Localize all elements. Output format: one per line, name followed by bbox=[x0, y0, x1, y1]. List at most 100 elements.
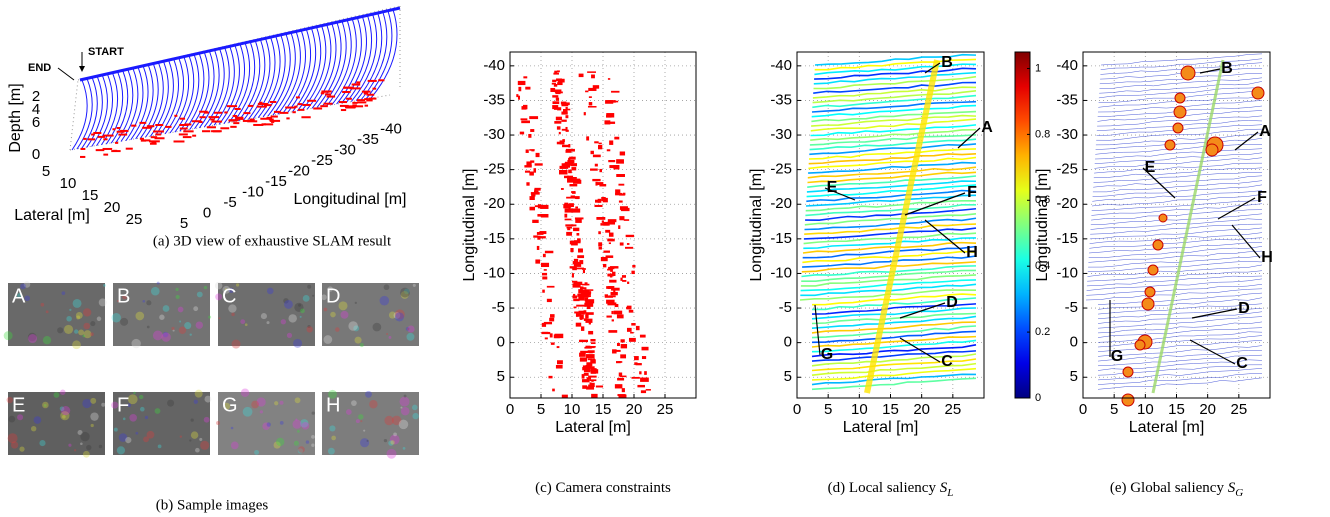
constraint bbox=[601, 220, 604, 223]
constraint bbox=[632, 264, 636, 268]
constraint bbox=[572, 283, 581, 288]
texture bbox=[69, 308, 72, 312]
trajectory bbox=[814, 53, 977, 66]
trajectory bbox=[71, 79, 88, 151]
constraint bbox=[567, 178, 576, 183]
y-tick-label: 5 bbox=[497, 368, 505, 385]
trajectory bbox=[1093, 167, 1263, 179]
constraint bbox=[585, 312, 594, 315]
constraint bbox=[521, 120, 530, 124]
trajectory bbox=[805, 199, 977, 212]
constraint bbox=[542, 331, 549, 334]
texture bbox=[189, 333, 192, 336]
constraint bbox=[352, 101, 358, 104]
constraint bbox=[346, 97, 352, 100]
constraint bbox=[590, 369, 599, 374]
constraint bbox=[534, 163, 543, 166]
trajectory bbox=[1088, 250, 1263, 263]
colorbar-tick-label: 0 bbox=[1035, 392, 1041, 404]
texture bbox=[292, 419, 302, 429]
constraint bbox=[620, 344, 628, 349]
arrow-head bbox=[79, 66, 85, 72]
texture bbox=[323, 335, 333, 344]
constraint bbox=[583, 310, 587, 314]
trajectory bbox=[811, 344, 977, 358]
y-tick-label: -35 bbox=[357, 131, 379, 148]
constraint bbox=[350, 87, 361, 90]
trajectory bbox=[811, 367, 977, 381]
y-tick-label: 0 bbox=[497, 334, 505, 351]
constraint bbox=[580, 326, 585, 331]
x-tick-label: 25 bbox=[1230, 401, 1247, 418]
constraint bbox=[249, 118, 255, 121]
constraint bbox=[645, 389, 651, 391]
z-tick-label: 2 bbox=[32, 88, 40, 105]
texture bbox=[300, 308, 305, 314]
constraint bbox=[151, 141, 157, 144]
constraint bbox=[570, 195, 576, 198]
constraint bbox=[565, 166, 569, 169]
leader bbox=[899, 302, 946, 319]
trajectory bbox=[140, 63, 159, 139]
sample-image bbox=[322, 392, 419, 455]
constraint bbox=[539, 236, 546, 239]
x-tick-label: 5 bbox=[824, 401, 832, 418]
constraint bbox=[551, 82, 556, 85]
texture bbox=[66, 315, 72, 322]
texture bbox=[298, 446, 305, 453]
trajectory bbox=[811, 350, 977, 362]
leader bbox=[899, 337, 941, 363]
texture bbox=[311, 443, 315, 447]
texture bbox=[259, 410, 263, 414]
texture bbox=[411, 404, 418, 411]
texture bbox=[140, 406, 145, 412]
trajectory bbox=[1090, 218, 1263, 230]
annotation: A bbox=[981, 119, 993, 136]
constraint bbox=[619, 151, 626, 156]
constraint bbox=[116, 130, 125, 133]
constraint bbox=[581, 289, 590, 295]
trajectory bbox=[262, 34, 286, 118]
constraint bbox=[140, 139, 147, 142]
texture bbox=[179, 320, 182, 323]
constraint bbox=[116, 127, 121, 130]
constraint bbox=[618, 225, 621, 229]
constraint bbox=[199, 120, 203, 123]
texture bbox=[214, 281, 223, 290]
trajectory bbox=[804, 217, 977, 231]
constraint bbox=[566, 231, 572, 236]
texture bbox=[386, 448, 397, 459]
constraint bbox=[578, 310, 585, 315]
trajectory bbox=[803, 232, 977, 245]
texture bbox=[167, 399, 175, 407]
constraint bbox=[615, 192, 623, 196]
texture bbox=[3, 331, 13, 341]
constraint bbox=[589, 379, 597, 382]
constraint bbox=[93, 131, 102, 134]
salient-point bbox=[1144, 286, 1156, 298]
constraint bbox=[595, 181, 598, 186]
constraint bbox=[573, 298, 580, 302]
x-axis-label: Lateral [m] bbox=[843, 419, 919, 436]
trajectory bbox=[1099, 81, 1263, 94]
texture bbox=[363, 429, 366, 432]
texture bbox=[53, 392, 60, 398]
constraint bbox=[179, 117, 186, 120]
y-tick-label: -25 bbox=[483, 161, 505, 178]
constraint bbox=[598, 246, 602, 250]
constraint bbox=[83, 137, 87, 140]
constraint bbox=[584, 346, 592, 349]
constraint bbox=[226, 105, 238, 108]
texture bbox=[120, 317, 129, 326]
texture bbox=[28, 334, 38, 344]
z-tick-label: 4 bbox=[32, 101, 40, 118]
leader bbox=[1142, 167, 1176, 199]
texture bbox=[300, 419, 309, 428]
texture bbox=[283, 298, 289, 304]
texture bbox=[351, 400, 357, 406]
constraint bbox=[575, 218, 582, 223]
x-tick-label: 20 bbox=[913, 401, 930, 418]
constraint bbox=[587, 71, 596, 73]
texture bbox=[63, 324, 74, 334]
